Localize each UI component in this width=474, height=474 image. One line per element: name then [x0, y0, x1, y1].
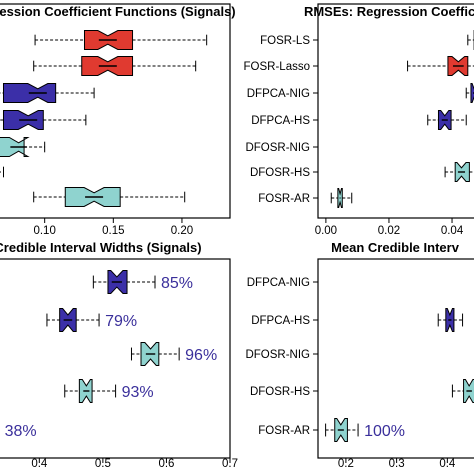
coverage-label: 93% [122, 384, 154, 401]
box-4 [451, 379, 474, 403]
box-2: 79% [46, 308, 137, 332]
box-7 [33, 187, 186, 207]
category-label: FOSR-AR [258, 193, 310, 205]
chart-title: RMSEs: Regression Coefficie [304, 4, 474, 19]
x-tick-label: 0.04 [441, 225, 464, 237]
category-label: DFPCA-HS [251, 115, 310, 127]
x-tick-label: 0.15 [102, 225, 124, 237]
chart-panel-1: ression Coefficient Functions (Signals) 0… [0, 3, 236, 237]
plot-frame [317, 3, 474, 219]
chart-panel-4: Mean Credible Interv 0.2 0.3 0.4 DFPCA-NIG DF… [245, 240, 474, 470]
category-label: DFOSR-NIG [245, 349, 310, 361]
category-label: DFOSR-HS [250, 386, 310, 398]
box-6 [0, 166, 4, 178]
x-tick-label: 0.7 [222, 458, 238, 470]
box-2 [437, 308, 464, 332]
chart-title: ression Coefficient Functions (Signals) [0, 4, 236, 19]
coverage-label: 100% [364, 423, 405, 440]
category-label: DFPCA-HS [251, 315, 310, 327]
x-tick-label: 0.3 [389, 458, 405, 470]
category-label: FOSR-AR [258, 425, 310, 437]
chart-panel-2: RMSEs: Regression Coefficie 0.00 0.02 0.04 F… [244, 3, 474, 237]
chart-panel-3: Credible Interval Widths (Signals) 0.4 0.5… [0, 240, 238, 470]
category-label: DFPCA-NIG [247, 88, 310, 100]
notched-box [470, 83, 474, 103]
box-3 [0, 83, 95, 103]
chart-title: Mean Credible Interv [331, 240, 460, 255]
category-label: DFOSR-HS [250, 167, 310, 179]
category-label: FOSR-LS [260, 35, 310, 47]
box-7 [330, 188, 353, 208]
x-tick-label: 0.6 [158, 458, 174, 470]
box-4 [0, 110, 87, 130]
box-1 [34, 30, 208, 50]
plot-frame [0, 3, 231, 219]
coverage-label: 85% [161, 275, 193, 292]
plot-frame [0, 258, 231, 459]
box-3 [465, 83, 474, 103]
x-tick-label: 0.10 [33, 225, 55, 237]
box-3: 96% [130, 342, 217, 366]
category-label: DFPCA-NIG [247, 277, 310, 289]
x-tick-label: 0.2 [338, 458, 354, 470]
box-1 [467, 30, 474, 50]
x-tick-label: 0.4 [31, 458, 48, 470]
x-tick-label: 0.02 [378, 225, 400, 237]
chart-title: Credible Interval Widths (Signals) [0, 240, 202, 255]
x-tick-label: 0.00 [315, 225, 337, 237]
coverage-label: 96% [185, 347, 217, 364]
category-label: FOSR-Lasso [244, 61, 310, 73]
box-4: 93% [64, 379, 154, 403]
coverage-label: 38% [5, 423, 37, 440]
box-1: 85% [92, 270, 193, 294]
box-5: 38% [5, 423, 37, 440]
x-tick-label: 0.5 [95, 458, 111, 470]
box-5 [0, 137, 46, 157]
box-2 [33, 56, 197, 76]
box-5: 100% [325, 418, 405, 442]
box-6 [444, 162, 474, 182]
x-tick-label: 0.20 [171, 225, 193, 237]
coverage-label: 79% [105, 313, 137, 330]
box-4 [427, 110, 467, 130]
x-tick-label: 0.4 [439, 458, 456, 470]
category-label: DFOSR-NIG [245, 142, 310, 154]
box-2 [407, 56, 474, 76]
